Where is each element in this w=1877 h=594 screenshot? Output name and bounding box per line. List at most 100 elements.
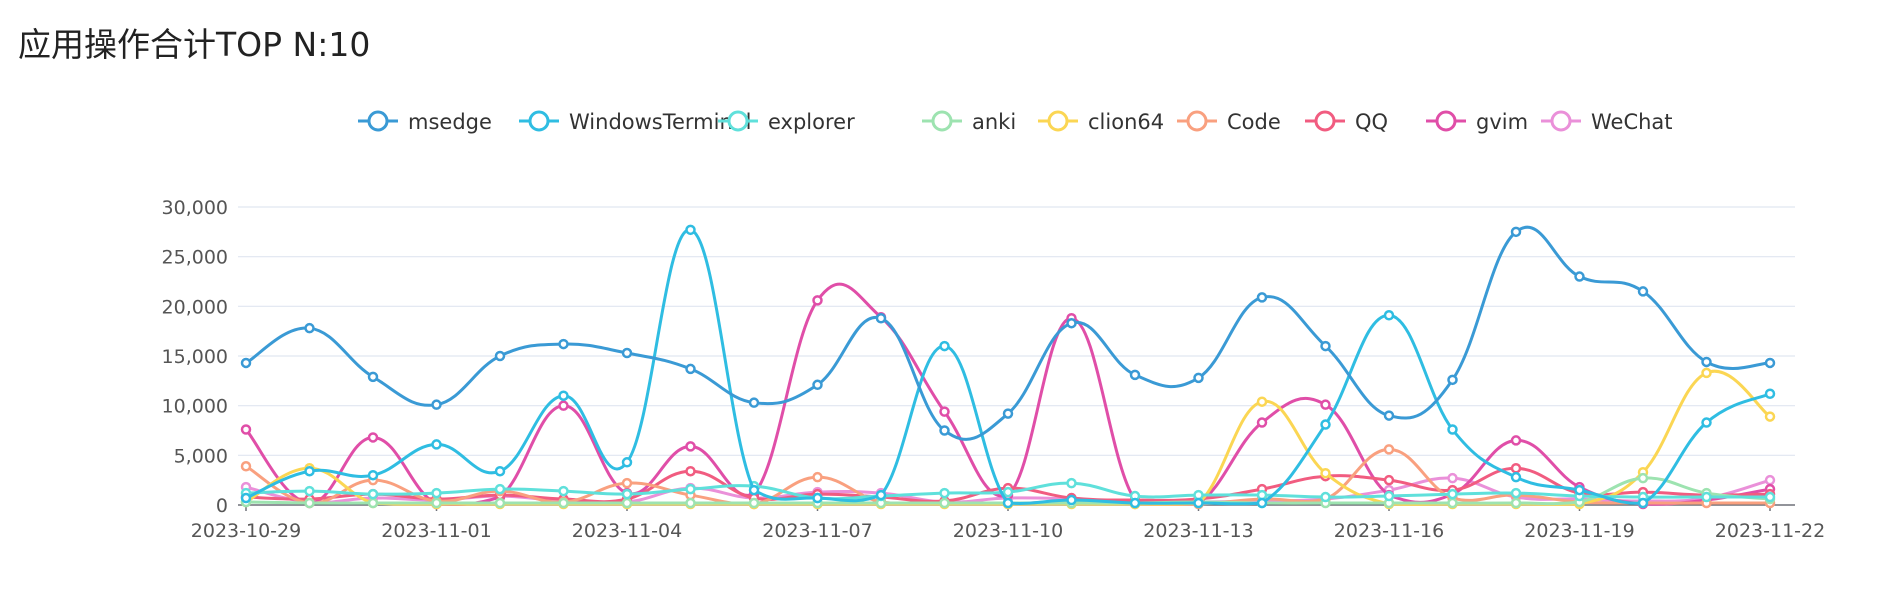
data-point	[304, 322, 315, 334]
data-point	[1320, 467, 1331, 479]
data-point	[367, 432, 379, 443]
data-point	[939, 425, 950, 436]
data-point	[240, 492, 252, 504]
data-point	[1320, 491, 1331, 503]
data-point	[431, 439, 442, 450]
data-point	[1574, 484, 1585, 496]
data-point	[1764, 357, 1776, 369]
data-point	[431, 487, 442, 499]
x-tick-label: 2023-11-04	[572, 520, 682, 542]
x-tick-label: 2023-11-07	[762, 520, 872, 542]
data-point	[1002, 486, 1014, 498]
legend-label: gvim	[1476, 110, 1528, 134]
data-point	[240, 357, 252, 369]
data-point	[939, 340, 950, 352]
x-tick-label: 2023-10-29	[191, 520, 301, 542]
data-point	[240, 461, 252, 472]
data-point	[1510, 487, 1522, 499]
data-point	[1383, 474, 1395, 486]
data-point	[1764, 388, 1776, 399]
data-point	[1637, 472, 1649, 484]
data-point	[1701, 367, 1712, 379]
data-point	[431, 497, 442, 509]
data-point	[685, 465, 696, 477]
data-point	[1129, 497, 1141, 509]
x-tick-label: 2023-11-22	[1715, 520, 1825, 542]
data-point	[621, 497, 633, 509]
data-point	[1701, 417, 1712, 428]
legend-marker	[1435, 110, 1457, 132]
legend-marker	[1186, 110, 1208, 132]
legend-marker	[1047, 110, 1069, 132]
data-point	[1447, 497, 1458, 509]
data-point	[1193, 497, 1204, 509]
legend-marker	[727, 110, 749, 132]
data-point	[1447, 424, 1458, 435]
y-tick-label: 20,000	[162, 296, 228, 318]
legend-marker	[931, 110, 953, 132]
data-point	[431, 399, 442, 410]
y-tick-label: 15,000	[162, 346, 228, 368]
legend-item-QQ[interactable]: QQ	[1305, 110, 1388, 134]
data-point	[1320, 419, 1331, 430]
legend-label: Code	[1227, 110, 1281, 134]
data-point	[1256, 292, 1268, 303]
data-point	[1637, 286, 1649, 297]
data-point	[558, 400, 569, 411]
grid-lines	[238, 206, 1795, 456]
y-tick-label: 30,000	[162, 197, 228, 219]
data-point	[367, 497, 379, 509]
y-tick-label: 0	[216, 495, 228, 517]
data-point	[685, 363, 696, 375]
data-point	[494, 483, 506, 495]
data-point	[1256, 396, 1268, 407]
legend-item-explorer[interactable]: explorer	[718, 110, 855, 134]
data-point	[1193, 372, 1204, 384]
legend-item-WindowsTerminal[interactable]: WindowsTerminal	[519, 110, 752, 134]
data-point	[939, 487, 950, 499]
legend-item-WeChat[interactable]: WeChat	[1541, 110, 1673, 134]
legend-marker	[367, 110, 389, 132]
data-point	[875, 489, 887, 501]
data-point	[367, 488, 379, 500]
legend-label: QQ	[1355, 110, 1388, 134]
legend-label: anki	[972, 110, 1016, 134]
data-point	[1447, 472, 1458, 484]
series-line-gvim	[244, 282, 1771, 506]
data-point	[304, 497, 315, 509]
legend[interactable]: msedge WindowsTerminal explorer anki clion64…	[358, 110, 1673, 134]
data-point	[494, 350, 506, 362]
series-gvim	[240, 282, 1776, 510]
data-point	[621, 488, 633, 500]
data-point	[685, 497, 696, 509]
data-point	[558, 338, 569, 350]
data-point	[1383, 444, 1395, 455]
x-tick-label: 2023-11-16	[1334, 520, 1444, 542]
data-point	[1637, 497, 1649, 509]
data-point	[812, 492, 823, 504]
legend-marker	[528, 110, 550, 132]
x-tick-label: 2023-11-10	[953, 520, 1063, 542]
data-point	[1129, 369, 1141, 381]
data-point	[1383, 410, 1395, 421]
data-point	[558, 497, 569, 509]
data-point	[1066, 477, 1077, 489]
data-point	[748, 397, 760, 408]
legend-marker	[1550, 110, 1572, 132]
data-point	[1256, 417, 1268, 428]
legend-item-clion64[interactable]: clion64	[1038, 110, 1164, 134]
data-point	[1510, 435, 1522, 446]
data-point	[240, 424, 252, 435]
legend-item-anki[interactable]: anki	[922, 110, 1016, 134]
x-tick-label: 2023-11-19	[1524, 520, 1634, 542]
data-point	[1383, 310, 1395, 321]
legend-item-gvim[interactable]: gvim	[1426, 110, 1528, 134]
legend-item-msedge[interactable]: msedge	[358, 110, 492, 134]
data-point	[1510, 226, 1522, 238]
data-point	[1066, 494, 1077, 506]
chart-title: 应用操作合计TOP N:10	[18, 25, 371, 64]
data-point	[1066, 317, 1077, 329]
legend-item-Code[interactable]: Code	[1177, 110, 1281, 134]
data-point	[1764, 491, 1776, 503]
